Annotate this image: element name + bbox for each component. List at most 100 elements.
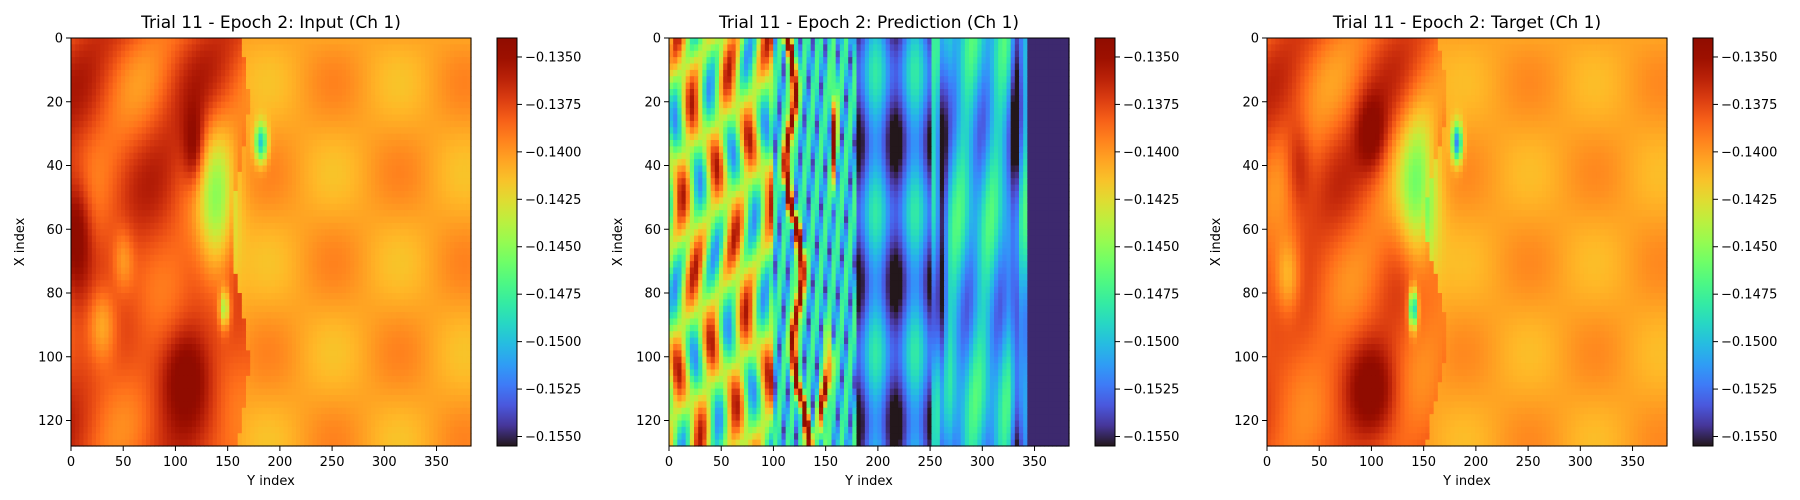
heatmap-cell (241, 76, 247, 84)
heatmap-cell (404, 273, 410, 281)
heatmap-cell (379, 133, 385, 141)
heatmap-cell (187, 280, 193, 288)
heatmap-cell (250, 57, 255, 65)
heatmap-cell (450, 95, 455, 103)
heatmap-cell (366, 248, 372, 256)
heatmap-cell (275, 114, 280, 122)
heatmap-cell (83, 69, 89, 77)
heatmap-cell (154, 44, 160, 52)
heatmap-cell (196, 254, 201, 262)
heatmap-cell (71, 254, 76, 262)
heatmap-cell (400, 305, 405, 313)
heatmap-cell (296, 44, 301, 52)
heatmap-cell (79, 165, 85, 173)
heatmap-cell (325, 114, 330, 122)
heatmap-cell (412, 69, 418, 77)
heatmap-cell (104, 171, 110, 179)
heatmap-cell (358, 273, 364, 281)
heatmap-cell (237, 344, 243, 351)
heatmap-cell (446, 82, 451, 90)
heatmap-cell (112, 286, 118, 294)
heatmap-cell (166, 299, 172, 307)
heatmap-cell (237, 350, 243, 358)
heatmap-cell (316, 120, 322, 128)
heatmap-cell (125, 146, 130, 154)
heatmap-cell (275, 133, 280, 141)
heatmap-cell (112, 337, 118, 345)
heatmap-cell (408, 305, 414, 313)
heatmap-cell (146, 44, 151, 52)
heatmap-cell (262, 82, 268, 90)
heatmap-cell (458, 280, 464, 288)
heatmap-cell (225, 165, 230, 173)
heatmap-cell (208, 350, 214, 358)
heatmap-cell (429, 210, 435, 218)
heatmap-cell (141, 293, 147, 300)
heatmap-cell (450, 44, 455, 52)
heatmap-cell (279, 318, 285, 326)
heatmap-cell (421, 184, 426, 192)
heatmap-cell (391, 305, 397, 313)
heatmap-cell (246, 44, 251, 52)
heatmap-cell (246, 114, 251, 122)
heatmap-cell (250, 184, 255, 192)
heatmap-cell (71, 184, 76, 192)
heatmap-cell (262, 299, 268, 307)
heatmap-cell (241, 324, 247, 332)
heatmap-cell (375, 57, 380, 65)
heatmap-cell (433, 89, 439, 96)
heatmap-cell (154, 82, 160, 90)
heatmap-cell (291, 165, 297, 173)
heatmap-cell (408, 242, 414, 249)
heatmap-cell (387, 38, 393, 45)
heatmap-cell (241, 312, 247, 320)
heatmap-cell (379, 44, 385, 52)
heatmap-cell (437, 140, 443, 147)
heatmap-cell (121, 197, 126, 205)
heatmap-cell (83, 197, 89, 205)
heatmap-cell (441, 114, 447, 122)
heatmap-cell (100, 242, 105, 249)
heatmap-cell (237, 363, 243, 371)
heatmap-cell (258, 50, 264, 58)
heatmap-cell (391, 69, 397, 77)
heatmap-cell (116, 299, 122, 307)
heatmap-cell (379, 305, 385, 313)
heatmap-cell (450, 242, 455, 249)
heatmap-cell (196, 38, 201, 45)
heatmap-cell (229, 293, 235, 300)
heatmap-cell (437, 248, 443, 256)
heatmap-cell (287, 101, 293, 109)
heatmap-cell (346, 114, 351, 122)
heatmap-cell (233, 350, 239, 358)
heatmap-cell (412, 165, 418, 173)
heatmap-cell (462, 165, 468, 173)
heatmap-cell (304, 242, 310, 249)
heatmap-cell (183, 89, 189, 96)
heatmap-cell (271, 261, 276, 269)
heatmap-cell (225, 242, 230, 249)
heatmap-cell (266, 184, 272, 192)
heatmap-cell (316, 95, 322, 103)
heatmap-cell (171, 50, 176, 58)
heatmap-cell (75, 261, 80, 269)
heatmap-cell (316, 337, 322, 345)
heatmap-cell (129, 140, 135, 147)
heatmap-cell (329, 344, 335, 351)
heatmap-cell (408, 127, 414, 135)
heatmap-cell (241, 191, 247, 198)
heatmap-cell (446, 159, 451, 167)
heatmap-cell (137, 165, 143, 173)
heatmap-cell (104, 254, 110, 262)
heatmap-cell (425, 191, 430, 198)
heatmap-cell (225, 178, 230, 186)
heatmap-cell (141, 114, 147, 122)
heatmap-cell (133, 267, 139, 275)
heatmap-cell (187, 356, 193, 364)
heatmap-cell (133, 63, 139, 71)
heatmap-cell (71, 248, 76, 256)
heatmap-cell (125, 216, 130, 224)
heatmap-cell (279, 127, 285, 135)
heatmap-cell (225, 222, 230, 230)
heatmap-cell (100, 216, 105, 224)
